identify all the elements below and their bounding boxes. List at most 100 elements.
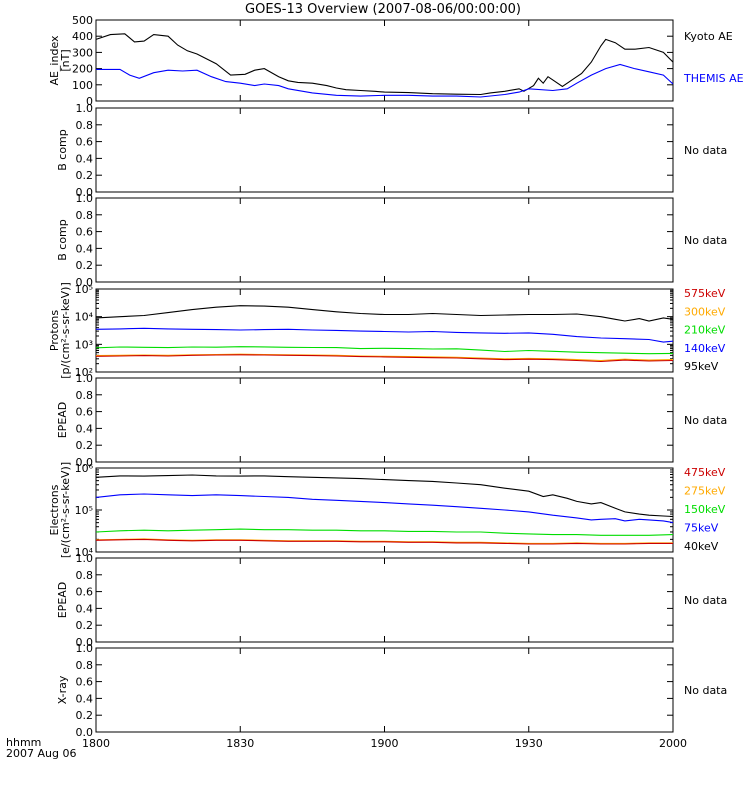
y-axis-label: [e/(cm²-s-sr-keV)] bbox=[59, 462, 72, 558]
y-tick-label: 1.0 bbox=[76, 372, 94, 385]
y-tick-label: 500 bbox=[72, 14, 93, 27]
series-line-475kev bbox=[95, 538, 673, 545]
series-line-140kev bbox=[95, 327, 674, 343]
y-tick-label: 0.0 bbox=[76, 186, 94, 199]
series-line-40kev bbox=[95, 474, 674, 518]
footer-time-label: hhmm bbox=[6, 736, 41, 749]
x-tick-label: 1800 bbox=[82, 737, 110, 750]
y-axis-label: EPEAD bbox=[56, 582, 69, 619]
y-tick-label: 0.4 bbox=[76, 422, 94, 435]
legend-210kev: 210keV bbox=[684, 324, 726, 337]
y-tick-label: 10³ bbox=[75, 338, 93, 351]
x-tick-label: 1930 bbox=[515, 737, 543, 750]
x-tick-label: 1830 bbox=[226, 737, 254, 750]
y-axis-label: [p/(cm²-s-sr-keV)] bbox=[59, 282, 72, 379]
series-line-575kev bbox=[95, 354, 674, 363]
y-tick-label: 0.4 bbox=[76, 692, 94, 705]
series-line-75kev bbox=[95, 493, 674, 524]
y-tick-label: 0.8 bbox=[76, 209, 94, 222]
y-axis-label: X-ray bbox=[56, 675, 69, 704]
panel-frame bbox=[95, 557, 674, 643]
series-line-210kev bbox=[95, 346, 674, 355]
y-axis-label: AE_index bbox=[48, 35, 61, 86]
legend-kyoto-ae: Kyoto AE bbox=[684, 30, 733, 43]
legend-475kev: 475keV bbox=[684, 466, 726, 479]
panel-4: 10² 10³ 10⁴ 10⁵ Protons[p/(cm²-s-sr-keV)] 575… bbox=[48, 282, 726, 379]
series-line-kyoto-ae bbox=[95, 33, 674, 96]
legend-575kev: 575keV bbox=[684, 287, 726, 300]
y-tick-label: 1.0 bbox=[76, 192, 94, 205]
y-tick-label: 10⁴ bbox=[75, 311, 94, 324]
panel-5: 0.0 0.2 0.4 0.6 0.8 1.0 EPEAD No data bbox=[56, 372, 727, 469]
y-tick-label: 300 bbox=[72, 46, 93, 59]
y-tick-label: 0.0 bbox=[76, 456, 94, 469]
x-tick-label: 2000 bbox=[659, 737, 687, 750]
panel-frame bbox=[95, 467, 674, 553]
y-tick-label: 10⁶ bbox=[75, 462, 94, 475]
figure-title: GOES-13 Overview (2007-08-06/00:00:00) bbox=[245, 2, 521, 17]
y-axis-label: [nT] bbox=[59, 49, 72, 71]
panel-frame bbox=[95, 197, 674, 283]
legend-150kev: 150keV bbox=[684, 503, 726, 516]
y-axis-label: Protons bbox=[48, 310, 61, 351]
panel-frame bbox=[95, 377, 674, 463]
y-tick-label: 0.6 bbox=[76, 226, 94, 239]
panel-1: 0 100 200 300 400 500 AE_index[nT] Kyoto AE THEM… bbox=[48, 14, 744, 108]
y-tick-label: 0.8 bbox=[76, 119, 94, 132]
no-data-label: No data bbox=[684, 234, 727, 247]
y-tick-label: 1.0 bbox=[76, 552, 94, 565]
y-axis-label: Electrons bbox=[48, 484, 61, 535]
y-tick-label: 0.6 bbox=[76, 406, 94, 419]
legend-95kev: 95keV bbox=[684, 360, 719, 373]
y-tick-label: 0.2 bbox=[76, 709, 94, 722]
y-tick-label: 10⁵ bbox=[75, 283, 93, 296]
panel-8: 0.0 0.2 0.4 0.6 0.8 1.0 X-ray No data bbox=[56, 642, 727, 739]
y-tick-label: 0.8 bbox=[76, 659, 94, 672]
y-tick-label: 0 bbox=[86, 95, 93, 108]
y-tick-label: 1.0 bbox=[76, 642, 94, 655]
series-line-275kev bbox=[95, 538, 673, 544]
panel-frame bbox=[95, 19, 674, 102]
panels-group: 0 100 200 300 400 500 AE_index[nT] Kyoto AE THEM… bbox=[48, 14, 744, 739]
y-axis-label: B comp bbox=[56, 129, 69, 171]
y-axis-label: EPEAD bbox=[56, 402, 69, 439]
y-tick-label: 200 bbox=[72, 63, 93, 76]
y-tick-label: 0.6 bbox=[76, 136, 94, 149]
x-axis: 1800 1830 1900 1930 2000 bbox=[82, 737, 687, 750]
panel-2: 0.0 0.2 0.4 0.6 0.8 1.0 B comp No data bbox=[56, 102, 727, 199]
panel-frame bbox=[95, 647, 674, 733]
y-tick-label: 0.0 bbox=[76, 636, 94, 649]
no-data-label: No data bbox=[684, 414, 727, 427]
y-tick-label: 0.2 bbox=[76, 439, 94, 452]
y-tick-label: 0.4 bbox=[76, 242, 94, 255]
panel-3: 0.0 0.2 0.4 0.6 0.8 1.0 B comp No data bbox=[56, 192, 727, 289]
y-tick-label: 0.0 bbox=[76, 726, 94, 739]
y-tick-label: 0.8 bbox=[76, 569, 94, 582]
panel-frame bbox=[95, 107, 674, 193]
y-tick-label: 0.4 bbox=[76, 152, 94, 165]
y-tick-label: 100 bbox=[72, 79, 93, 92]
series-line-95kev bbox=[95, 305, 674, 322]
y-tick-label: 10⁵ bbox=[75, 504, 93, 517]
legend-themis-ae: THEMIS AE bbox=[683, 72, 744, 85]
panel-6: 10⁴ 10⁵ 10⁶ Electrons[e/(cm²-s-sr-keV)] 475k… bbox=[48, 462, 726, 559]
y-axis-label: B comp bbox=[56, 219, 69, 261]
legend-40kev: 40keV bbox=[684, 540, 719, 553]
y-tick-label: 0.6 bbox=[76, 676, 94, 689]
y-tick-label: 0.6 bbox=[76, 586, 94, 599]
no-data-label: No data bbox=[684, 684, 727, 697]
series-line-150kev bbox=[95, 528, 674, 536]
legend-300kev: 300keV bbox=[684, 305, 726, 318]
panel-7: 0.0 0.2 0.4 0.6 0.8 1.0 EPEAD No data bbox=[56, 552, 727, 649]
y-tick-label: 10² bbox=[75, 366, 93, 379]
y-tick-label: 0.2 bbox=[76, 169, 94, 182]
legend-75kev: 75keV bbox=[684, 522, 719, 535]
legend-275kev: 275keV bbox=[684, 485, 726, 498]
legend-140kev: 140keV bbox=[684, 342, 726, 355]
y-tick-label: 1.0 bbox=[76, 102, 94, 115]
y-tick-label: 400 bbox=[72, 30, 93, 43]
y-tick-label: 0.2 bbox=[76, 259, 94, 272]
no-data-label: No data bbox=[684, 144, 727, 157]
y-tick-label: 0.8 bbox=[76, 389, 94, 402]
